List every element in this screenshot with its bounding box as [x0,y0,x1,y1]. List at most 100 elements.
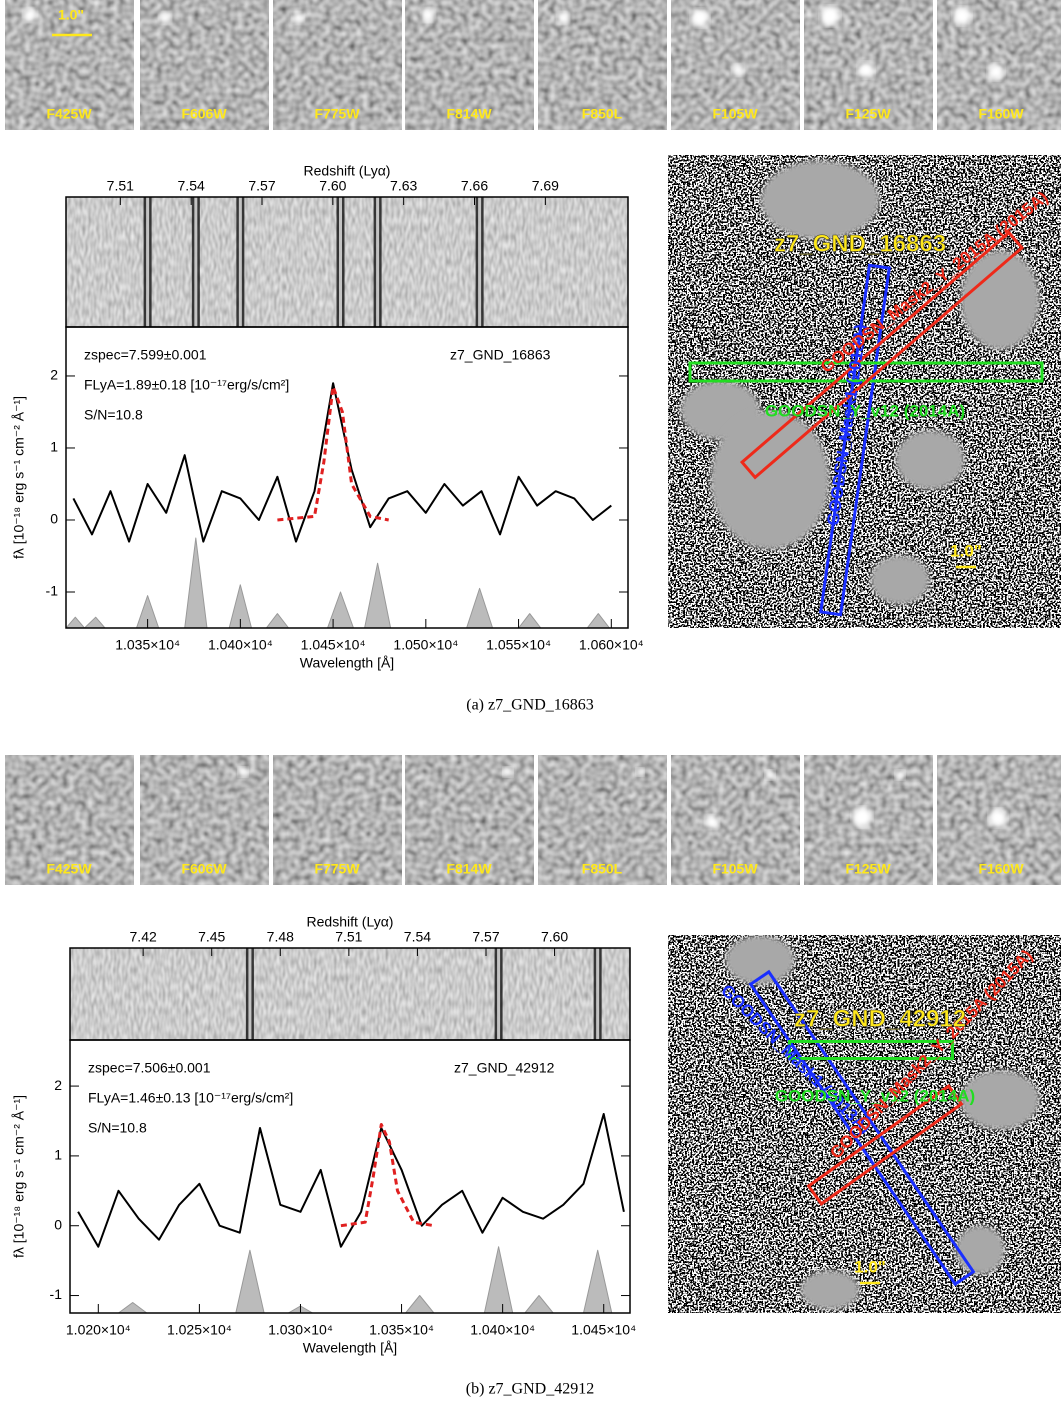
filter-label: F105W [712,861,758,877]
x-tick-label: 1.030×10⁴ [268,1322,333,1338]
source-blob [732,64,744,76]
stamp-scale-label: 1.0" [58,7,84,23]
source-blob [691,9,709,27]
stamp [140,755,269,885]
sky-image: GOODSN_Mask1 (2013A)GOODSN_Y_v12 (2014A)… [668,155,1061,628]
source-blob [705,815,719,829]
y-tick-label: 0 [50,511,58,527]
x2-axis-label: Redshift (Lyα) [307,914,394,930]
x-tick-label: 1.060×10⁴ [579,637,644,653]
annotation: z7_GND_16863 [450,347,551,363]
image-scale-label: 1.0" [854,1257,886,1276]
plot-area [66,382,628,628]
masked-source [800,1270,860,1310]
spectrum-2d [70,948,630,1040]
stamp [671,755,800,885]
sky-line [66,537,628,628]
sky-residual [596,948,600,1040]
object-label: z7_GND_42912 [794,1005,966,1032]
x2-tick-label: 7.63 [390,178,417,194]
y-tick-label: 2 [50,367,58,383]
slit-box [788,1040,954,1060]
x-tick-label: 1.025×10⁴ [167,1322,232,1338]
slit-label: GOODSN_Y_v12 (2014A) [765,401,965,420]
filter-label: F125W [845,861,891,877]
stamp [273,755,402,885]
slit-box [806,1084,964,1206]
source-blob [953,7,971,25]
spectrum-line [77,1113,625,1248]
annotation: z7_GND_42912 [454,1060,555,1076]
masked-source [895,430,965,490]
x2-tick-label: 7.57 [248,178,275,194]
x-tick-label: 1.055×10⁴ [486,637,551,653]
plot-frame [65,326,629,629]
x2-tick-label: 7.54 [404,929,431,945]
filter-label: F850L [582,106,623,122]
source-blob [765,770,775,780]
source-blob [238,767,248,777]
y-tick-label: 1 [54,1147,62,1163]
spectrum-2d [66,197,628,327]
y-axis-label: fλ [10⁻¹⁸ erg s⁻¹ cm⁻² Å⁻¹] [11,1095,27,1258]
plot-area [70,1113,630,1313]
filter-label: F105W [712,106,758,122]
slit-box [819,263,891,617]
y-axis-label: fλ [10⁻¹⁸ erg s⁻¹ cm⁻² Å⁻¹] [11,396,27,559]
slit-label: GOODSN_Y_v12 (2014A) [775,1086,975,1105]
source-blob [820,6,840,26]
sky-residual [194,197,198,327]
masked-source [870,555,930,605]
x2-tick-label: 7.51 [335,929,362,945]
x2-tick-label: 7.42 [130,929,157,945]
x2-tick-label: 7.60 [541,929,568,945]
x2-tick-label: 7.57 [472,929,499,945]
stamp [405,755,534,885]
source-blob [159,12,171,24]
source-blob [421,8,435,22]
caption: (a) z7_GND_16863 [466,697,594,714]
filter-label: F606W [181,106,227,122]
x2-tick-label: 7.54 [178,178,205,194]
x-axis-label: Wavelength [Å] [303,1340,397,1356]
stamp [538,755,667,885]
stamp [5,755,134,885]
plot-frame [69,1039,631,1314]
sky-residual [146,197,150,327]
annotation: FLyA=1.46±0.13 [10⁻¹⁷erg/s/cm²] [88,1090,293,1106]
source-blob [988,64,1004,80]
fit-line [277,385,389,522]
x2-axis-label: Redshift (Lyα) [304,163,391,179]
sky-residual [248,948,252,1040]
filter-label: F814W [446,106,492,122]
sky-residual [238,197,242,327]
fit-line [340,1123,435,1228]
filter-label: F425W [46,861,92,877]
annotation: S/N=10.8 [84,407,143,423]
y-tick-label: -1 [46,583,59,599]
annotation: S/N=10.8 [88,1120,147,1136]
source-blob [636,768,644,776]
x2-tick-label: 7.45 [198,929,225,945]
x-tick-label: 1.045×10⁴ [301,637,366,653]
stamp [5,0,134,130]
sky-fill [66,538,628,628]
filter-label: F850L [582,861,623,877]
x-tick-label: 1.040×10⁴ [470,1322,535,1338]
filter-label: F125W [845,106,891,122]
y-tick-label: -1 [50,1286,63,1302]
source-blob [503,767,513,777]
slit-box [748,969,976,1287]
source-blob [858,62,874,78]
sky-residual [478,197,482,327]
sky-image: GOODSN_Mask1 (2013A)GOODSN_Y_v12 (2014A)… [668,935,1061,1313]
y-tick-label: 1 [50,439,58,455]
masked-source [725,935,795,985]
annotation: FLyA=1.89±0.18 [10⁻¹⁷erg/s/cm²] [84,377,289,393]
filter-label: F814W [446,861,492,877]
masked-source [955,1225,1005,1275]
annotation: zspec=7.599±0.001 [84,347,207,363]
